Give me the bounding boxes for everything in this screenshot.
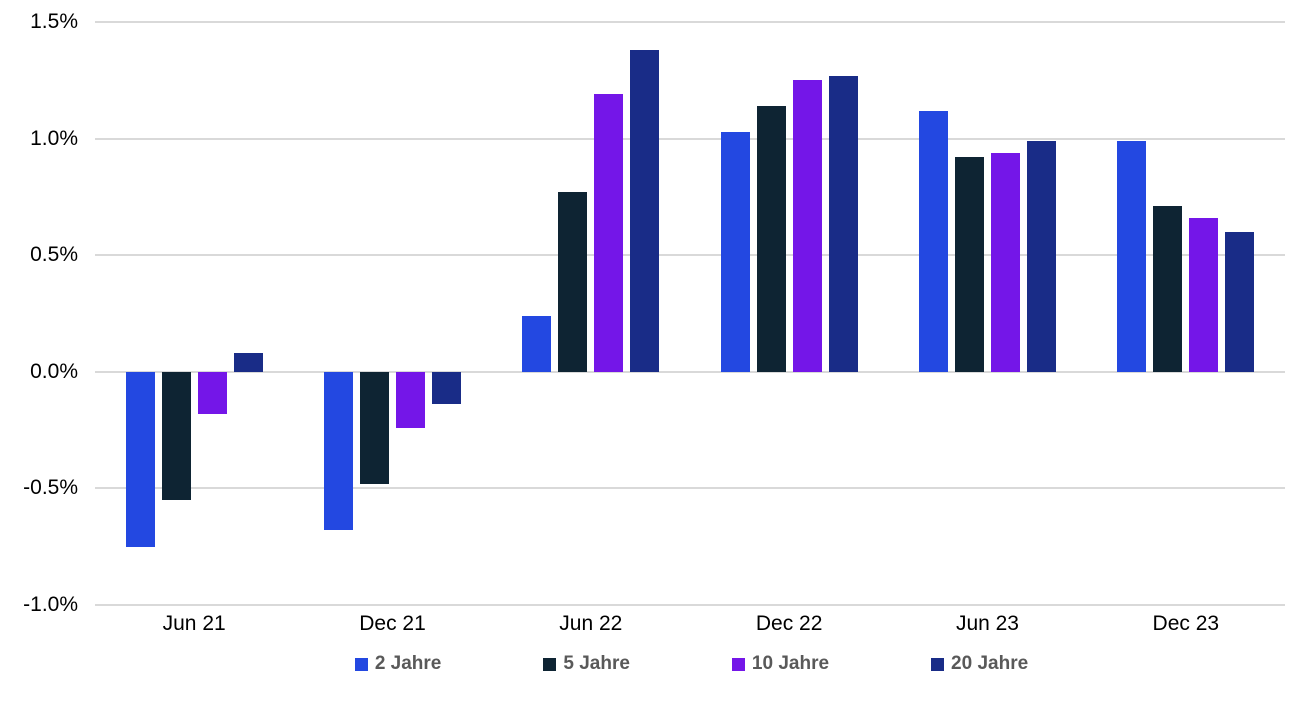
bar-track [1189,22,1219,605]
legend-label: 5 Jahre [563,653,630,674]
bar-5-jahre [1153,206,1183,372]
bar-10-jahre [792,80,822,372]
legend-swatch-icon [543,657,557,671]
bar-track [630,22,660,605]
bar-5-jahre [359,371,389,484]
bar-group-jun-22 [492,22,690,605]
bar-track [1225,22,1255,605]
bar-track [828,22,858,605]
x-tick-label: Jun 21 [162,612,226,635]
bar-track [125,22,155,605]
bar-track [1026,22,1056,605]
bar-5-jahre [558,192,588,372]
bar-track [359,22,389,605]
gridline [95,604,1285,606]
legend-swatch-icon [731,657,745,671]
y-tick-label: 0.0% [30,359,78,383]
bar-track [990,22,1020,605]
legend-item-2-jahre: 2 Jahre [354,653,442,675]
bar-track [395,22,425,605]
legend-item-5-jahre: 5 Jahre [543,653,630,675]
y-tick-label: 1.5% [30,10,78,33]
x-tick-label: Dec 23 [1152,612,1220,635]
bar-track [233,22,263,605]
bar-5-jahre [161,371,191,501]
bar-track [431,22,461,605]
bar-track [720,22,750,605]
bar-track [954,22,984,605]
bar-2-jahre [522,315,552,372]
legend-label: 2 Jahre [374,653,442,674]
x-tick-label: Dec 21 [359,612,426,635]
legend-swatch-icon [354,657,368,671]
bar-20-jahre [828,75,858,372]
bar-group-jun-23 [888,22,1086,605]
bar-track [792,22,822,605]
bar-group-dec-22 [690,22,888,605]
y-tick-label: -0.5% [23,476,78,500]
bar-track [918,22,948,605]
bar-20-jahre [1026,140,1056,372]
bar-5-jahre [756,105,786,372]
x-tick-label: Dec 22 [755,612,823,635]
bar-10-jahre [594,94,624,372]
bar-group-dec-23 [1087,22,1285,605]
bar-group-jun-21 [95,22,293,605]
bar-5-jahre [954,157,984,372]
bar-2-jahre [323,371,353,531]
gridline [95,487,1285,490]
bar-20-jahre [431,371,461,405]
bar-track [522,22,552,605]
legend-item-10-jahre: 10 Jahre [731,653,830,675]
y-tick-label: -1.0% [23,593,78,616]
bar-group-dec-21 [293,22,491,605]
bar-2-jahre [125,371,155,547]
gridline [95,21,1285,23]
bar-track [594,22,624,605]
x-axis-labels: Jun 21 Dec 21 Jun 22 Dec 22 Jun 23 Dec 23 [95,612,1285,636]
bar-2-jahre [1117,140,1147,372]
bar-20-jahre [630,50,660,372]
y-tick-label: 0.5% [30,243,78,267]
legend-swatch-icon [931,657,945,671]
bar-20-jahre [233,353,263,372]
bar-track [1117,22,1147,605]
bar-10-jahre [1189,217,1219,372]
bar-10-jahre [395,371,425,428]
bar-track [161,22,191,605]
legend-item-20-jahre: 20 Jahre [931,653,1028,675]
gridline [95,370,1285,373]
bar-track [197,22,227,605]
y-tick-label: 1.0% [30,126,78,150]
bar-2-jahre [918,110,948,372]
legend-label: 20 Jahre [951,653,1029,674]
bar-groups [95,22,1285,605]
bar-20-jahre [1225,231,1255,372]
gridline [95,137,1285,140]
plot-area [95,21,1285,606]
legend: 2 Jahre 5 Jahre 10 Jahre 20 Jahre [42,653,1299,675]
x-tick-label: Jun 23 [955,612,1019,635]
bar-track [1153,22,1183,605]
bar-track [558,22,588,605]
bar-10-jahre [197,371,227,414]
bar-track [756,22,786,605]
gridline [95,254,1285,257]
bar-2-jahre [720,131,750,372]
x-tick-label: Jun 22 [559,612,623,635]
legend-label: 10 Jahre [751,653,830,674]
bar-10-jahre [990,152,1020,372]
bar-track [323,22,353,605]
